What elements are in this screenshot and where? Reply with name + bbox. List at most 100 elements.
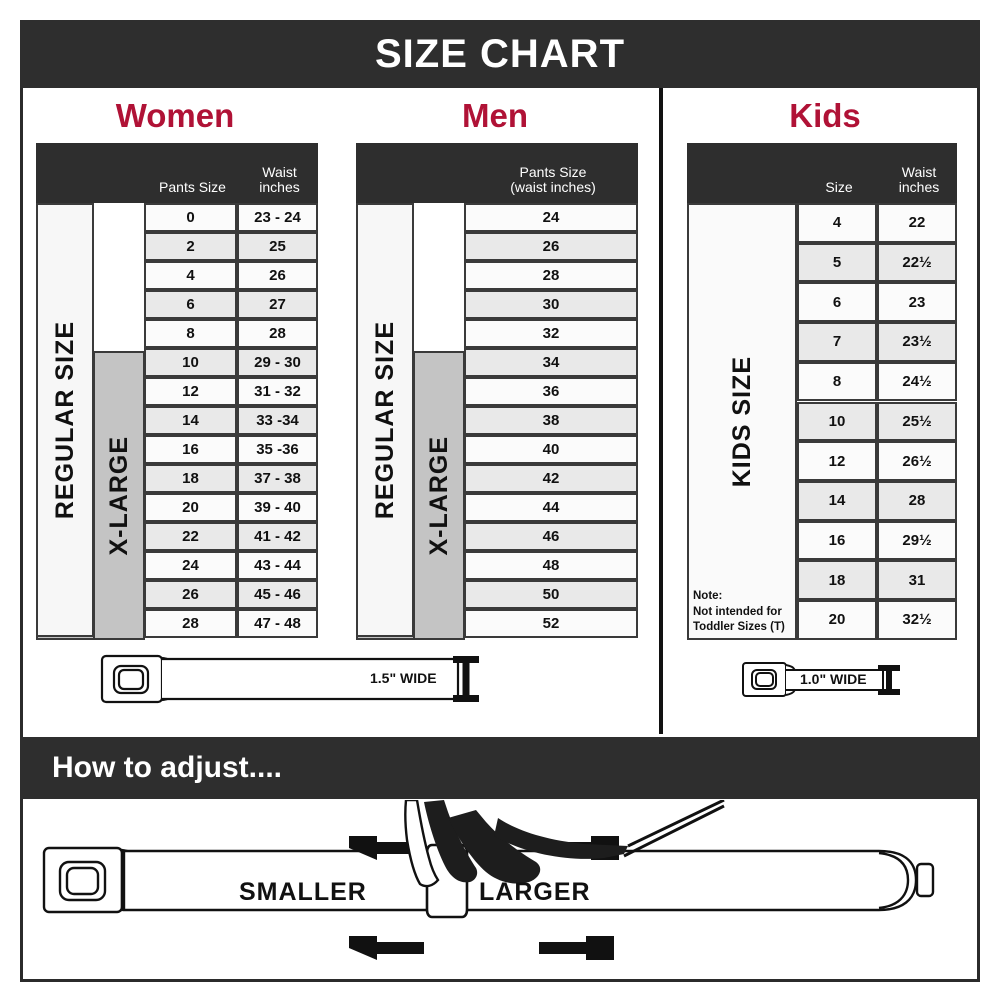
men-size-table: Pants Size (waist inches) REGULAR SIZE X… bbox=[356, 143, 638, 640]
kids-belt-svg bbox=[742, 662, 900, 697]
women-cell-waist: 45 - 46 bbox=[237, 580, 318, 609]
kids-size-panel: KIDS SIZE bbox=[687, 203, 797, 640]
kids-table-header: Size Waist inches bbox=[687, 143, 957, 203]
how-to-adjust-illustration: SMALLER LARGER bbox=[24, 800, 976, 978]
women-cell-size: 6 bbox=[144, 290, 237, 319]
kids-row: 6 23 bbox=[797, 282, 957, 323]
women-row: 12 31 - 32 bbox=[144, 377, 318, 406]
men-row: 52 bbox=[464, 609, 638, 638]
kids-row: 10 25½ bbox=[797, 401, 957, 442]
women-row: 10 29 - 30 bbox=[144, 348, 318, 377]
men-row: 34 bbox=[464, 348, 638, 377]
men-cell-size: 50 bbox=[464, 580, 638, 609]
women-table-header: Pants Size Waist inches bbox=[36, 143, 318, 203]
how-to-adjust-bar: How to adjust.... bbox=[20, 737, 980, 799]
women-cell-size: 16 bbox=[144, 435, 237, 464]
section-heading-women: Women bbox=[115, 97, 235, 134]
men-cell-size: 48 bbox=[464, 551, 638, 580]
women-cell-waist: 41 - 42 bbox=[237, 522, 318, 551]
men-regular-size-panel: REGULAR SIZE bbox=[356, 203, 414, 637]
kids-toddler-note: Note: Not intended for Toddler Sizes (T) bbox=[693, 589, 785, 636]
kids-cell-waist: 23½ bbox=[877, 322, 957, 362]
women-row: 14 33 -34 bbox=[144, 406, 318, 435]
kids-cell-waist: 24½ bbox=[877, 361, 957, 402]
adjust-belt-svg bbox=[42, 800, 935, 960]
adult-belt-svg bbox=[100, 654, 479, 704]
women-cell-waist: 29 - 30 bbox=[237, 348, 318, 377]
women-row: 0 23 - 24 bbox=[144, 203, 318, 232]
women-cell-size: 18 bbox=[144, 464, 237, 493]
women-cell-size: 2 bbox=[144, 232, 237, 261]
kids-row: 14 28 bbox=[797, 480, 957, 521]
how-to-adjust-heading: How to adjust.... bbox=[52, 751, 282, 784]
men-col-header-pants-size: Pants Size (waist inches) bbox=[510, 163, 596, 196]
kids-row: 5 22½ bbox=[797, 242, 957, 283]
men-row: 28 bbox=[464, 261, 638, 290]
women-cell-waist: 25 bbox=[237, 232, 318, 261]
women-cell-waist: 26 bbox=[237, 261, 318, 290]
kids-col-header-size: Size bbox=[825, 179, 853, 196]
men-cell-size: 36 bbox=[464, 377, 638, 406]
kids-cell-size: 18 bbox=[797, 560, 877, 600]
men-cell-size: 24 bbox=[464, 203, 638, 232]
women-cell-waist: 47 - 48 bbox=[237, 609, 318, 638]
women-cell-size: 28 bbox=[144, 609, 237, 638]
women-cell-size: 4 bbox=[144, 261, 237, 290]
kids-cell-waist: 22½ bbox=[877, 242, 957, 283]
women-row: 26 45 - 46 bbox=[144, 580, 318, 609]
kids-belt-illustration: 1.0" WIDE bbox=[740, 658, 920, 702]
kids-cell-waist: 28 bbox=[877, 480, 957, 521]
women-row: 22 41 - 42 bbox=[144, 522, 318, 551]
men-row: 50 bbox=[464, 580, 638, 609]
hand-icon bbox=[404, 800, 725, 888]
women-row: 24 43 - 44 bbox=[144, 551, 318, 580]
men-table-header: Pants Size (waist inches) bbox=[356, 143, 638, 203]
women-col-header-pants-size: Pants Size bbox=[159, 179, 226, 196]
kids-col-header-waist-inches: Waist inches bbox=[898, 163, 940, 196]
women-row: 2 25 bbox=[144, 232, 318, 261]
women-cell-size: 22 bbox=[144, 522, 237, 551]
women-cell-size: 12 bbox=[144, 377, 237, 406]
women-cell-waist: 28 bbox=[237, 319, 318, 348]
women-cell-waist: 37 - 38 bbox=[237, 464, 318, 493]
kids-cell-waist: 25½ bbox=[877, 401, 957, 442]
men-row: 26 bbox=[464, 232, 638, 261]
men-row: 42 bbox=[464, 464, 638, 493]
men-xlarge-panel: X-LARGE bbox=[413, 351, 465, 640]
men-cell-size: 32 bbox=[464, 319, 638, 348]
men-row: 46 bbox=[464, 522, 638, 551]
kids-row: 18 31 bbox=[797, 560, 957, 600]
men-cell-size: 42 bbox=[464, 464, 638, 493]
men-cell-size: 34 bbox=[464, 348, 638, 377]
kids-size-table: Size Waist inches KIDS SIZE Note: Not in… bbox=[687, 143, 957, 640]
women-cell-size: 0 bbox=[144, 203, 237, 232]
women-row: 18 37 - 38 bbox=[144, 464, 318, 493]
kids-row: 20 32½ bbox=[797, 600, 957, 640]
kids-row: 16 29½ bbox=[797, 520, 957, 561]
men-cell-size: 46 bbox=[464, 522, 638, 551]
kids-row: 8 24½ bbox=[797, 361, 957, 402]
men-row: 30 bbox=[464, 290, 638, 319]
adult-belt-width-label: 1.5" WIDE bbox=[370, 670, 437, 686]
kids-note-line-2: Not intended for bbox=[693, 605, 782, 618]
title-bar: SIZE CHART bbox=[20, 20, 980, 88]
arrow-left-group bbox=[349, 836, 424, 960]
kids-cell-waist: 31 bbox=[877, 560, 957, 600]
women-cell-size: 24 bbox=[144, 551, 237, 580]
kids-cell-waist: 29½ bbox=[877, 520, 957, 561]
men-row: 44 bbox=[464, 493, 638, 522]
kids-cell-size: 4 bbox=[797, 203, 877, 243]
women-col-header-waist-inches: Waist inches bbox=[259, 163, 300, 196]
women-cell-waist: 39 - 40 bbox=[237, 493, 318, 522]
kids-cell-size: 14 bbox=[797, 480, 877, 521]
women-cell-waist: 31 - 32 bbox=[237, 377, 318, 406]
men-cell-size: 28 bbox=[464, 261, 638, 290]
kids-row: 12 26½ bbox=[797, 441, 957, 481]
women-row: 28 47 - 48 bbox=[144, 609, 318, 638]
men-row: 24 bbox=[464, 203, 638, 232]
page-title: SIZE CHART bbox=[375, 31, 625, 76]
kids-note-line-1: Note: bbox=[693, 590, 723, 603]
women-cell-waist: 35 -36 bbox=[237, 435, 318, 464]
women-row: 6 27 bbox=[144, 290, 318, 319]
kids-cell-size: 8 bbox=[797, 361, 877, 402]
